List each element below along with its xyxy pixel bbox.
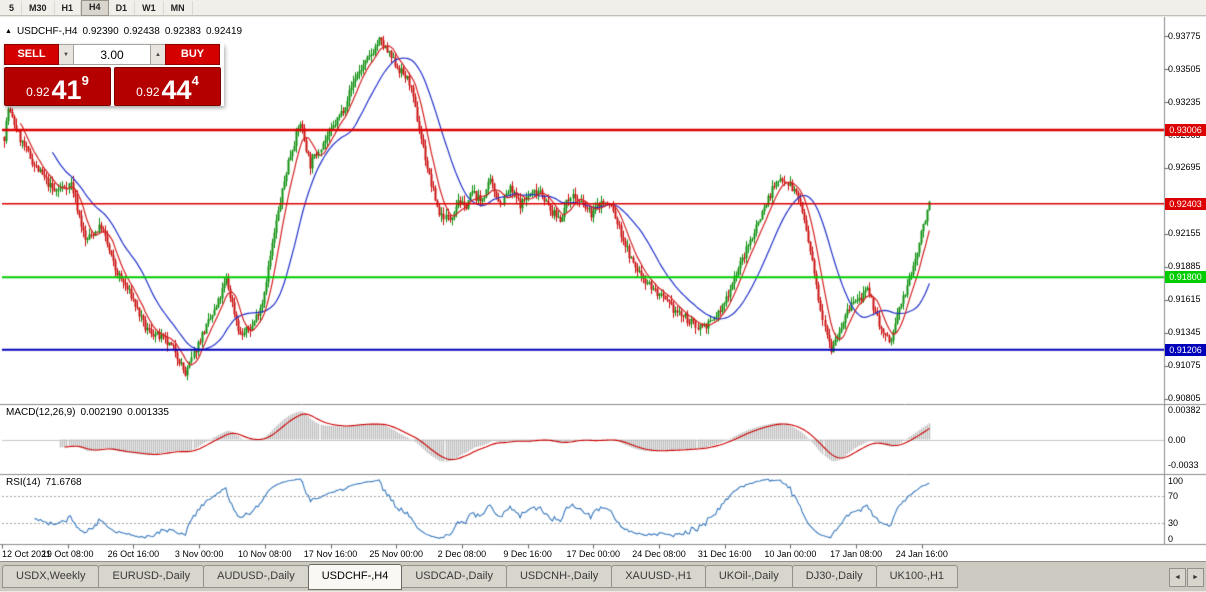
buy-price-pip: 4 [191,73,199,88]
price-axis-label: 0.91075 [1168,360,1201,371]
time-axis-label: 26 Oct 16:00 [107,549,160,559]
time-axis-label: 12 Oct 2021 [2,549,52,559]
macd-value-main: 0.002190 [80,407,123,418]
timeframe-mn[interactable]: MN [164,0,193,15]
time-axis-label: 31 Dec 16:00 [697,549,752,559]
chart-window: ▲ USDCHF-,H4 0.92390 0.92438 0.92383 0.92419 … [0,17,1206,561]
tab-usdcnh-daily[interactable]: USDCNH-,Daily [505,565,613,588]
time-axis-label: 24 Dec 08:00 [632,549,686,559]
rsi-axis-label: 0 [1168,534,1174,544]
tab-usdcad-daily[interactable]: USDCAD-,Daily [401,565,507,588]
tab-audusd-daily[interactable]: AUDUSD-,Daily [203,565,309,588]
price-line-label: 0.91800 [1165,271,1206,284]
sell-price-pip: 9 [81,73,89,88]
tabs-scroll-right-button[interactable]: ► [1187,568,1204,587]
price-axis-label: 0.93235 [1168,96,1201,107]
tab-usdchf-h4[interactable]: USDCHF-,H4 [307,564,403,590]
buy-button[interactable]: BUY [165,44,220,65]
price-axis-label: 0.93775 [1168,30,1201,41]
time-axis-label: 24 Jan 16:00 [895,549,948,559]
macd-label: MACD(12,26,9) 0.002190 0.001335 [6,407,174,418]
price-axis-label: 0.90805 [1168,393,1201,404]
timeframe-m30[interactable]: M30 [22,0,55,15]
quote-symbol: USDCHF-,H4 [16,26,78,37]
volume-input[interactable] [73,44,151,65]
rsi-axis-label: 70 [1168,490,1179,501]
price-axis-label: 0.92155 [1168,228,1201,239]
quote-close: 0.92419 [205,26,243,37]
chart-canvas[interactable] [0,17,1206,561]
macd-axis-label: -0.0033 [1168,459,1199,470]
tab-dj30-daily[interactable]: DJ30-,Daily [791,565,877,588]
quote-open: 0.92390 [82,26,119,37]
one-click-trading-panel: SELL ▼ ▲ BUY 0.92 41 9 0.92 44 4 [4,44,224,106]
timeframe-toolbar: 5 M30 H1 H4 D1 W1 MN [0,0,1206,16]
timeframe-5[interactable]: 5 [2,0,23,15]
quote-header: ▲ USDCHF-,H4 0.92390 0.92438 0.92383 0.92419 [5,26,247,37]
sell-button[interactable]: SELL [4,44,59,65]
time-axis-label: 2 Dec 08:00 [437,549,487,559]
volume-decrease-button[interactable]: ▼ [59,44,73,65]
timeframe-d1[interactable]: D1 [109,0,136,15]
macd-value-signal: 0.001335 [127,407,169,418]
tab-usdx-weekly[interactable]: USDX,Weekly [2,565,100,588]
sell-price-prefix: 0.92 [26,85,50,99]
chart-tabs: USDX,Weekly EURUSD-,Daily AUDUSD-,Daily USD… [2,562,959,592]
tab-ukoil-daily[interactable]: UKOil-,Daily [704,565,793,588]
price-line-label: 0.92403 [1165,197,1206,210]
price-axis-label: 0.93505 [1168,63,1201,74]
time-axis-label: 10 Nov 08:00 [238,549,292,559]
price-axis-label: 0.91345 [1168,327,1201,338]
one-click-collapse-icon[interactable]: ▲ [5,28,12,35]
price-axis-label: 0.91615 [1168,294,1201,305]
price-axis-label: 0.92695 [1168,162,1201,173]
price-axis-label: 0.91885 [1168,261,1201,272]
time-axis-label: 3 Nov 00:00 [174,549,224,559]
time-axis-label: 17 Nov 16:00 [303,549,358,559]
time-axis-label: 25 Nov 00:00 [369,549,423,559]
rsi-value: 71.6768 [45,477,82,488]
buy-price-button[interactable]: 0.92 44 4 [114,67,221,106]
timeframe-h4[interactable]: H4 [81,0,109,16]
quote-low: 0.92383 [164,26,201,37]
price-line-label: 0.91206 [1165,343,1206,356]
macd-axis-label: 0.00 [1168,434,1186,445]
time-axis-label: 19 Oct 08:00 [41,549,94,559]
time-axis-label: 17 Dec 00:00 [566,549,621,559]
timeframe-w1[interactable]: W1 [135,0,164,15]
price-line-label: 0.93006 [1165,124,1206,136]
tabs-scroll-left-button[interactable]: ◄ [1169,568,1186,587]
rsi-name: RSI(14) [6,477,41,488]
timeframe-h1[interactable]: H1 [55,0,82,15]
quote-high: 0.92438 [123,26,160,37]
rsi-label: RSI(14) 71.6768 [6,477,87,488]
tab-eurusd-daily[interactable]: EURUSD-,Daily [98,565,205,588]
sell-price-big: 41 [51,75,82,105]
time-axis-label: 9 Dec 16:00 [503,549,552,559]
chart-tabbar: USDX,Weekly EURUSD-,Daily AUDUSD-,Daily USD… [0,561,1206,591]
buy-price-big: 44 [161,75,192,105]
rsi-axis-label: 100 [1168,476,1184,486]
buy-price-prefix: 0.92 [136,85,160,99]
tab-uk100-h1[interactable]: UK100-,H1 [875,565,959,588]
volume-increase-button[interactable]: ▲ [151,44,165,65]
macd-name: MACD(12,26,9) [6,407,76,418]
time-axis-label: 10 Jan 00:00 [764,549,817,559]
tabs-scroll-nav: ◄ ► [1169,568,1204,587]
sell-price-button[interactable]: 0.92 41 9 [4,67,111,106]
time-axis-label: 17 Jan 08:00 [830,549,883,559]
tab-xauusd-h1[interactable]: XAUUSD-,H1 [611,565,706,588]
macd-axis-label: 0.00382 [1168,405,1201,416]
rsi-axis-label: 30 [1168,518,1179,529]
